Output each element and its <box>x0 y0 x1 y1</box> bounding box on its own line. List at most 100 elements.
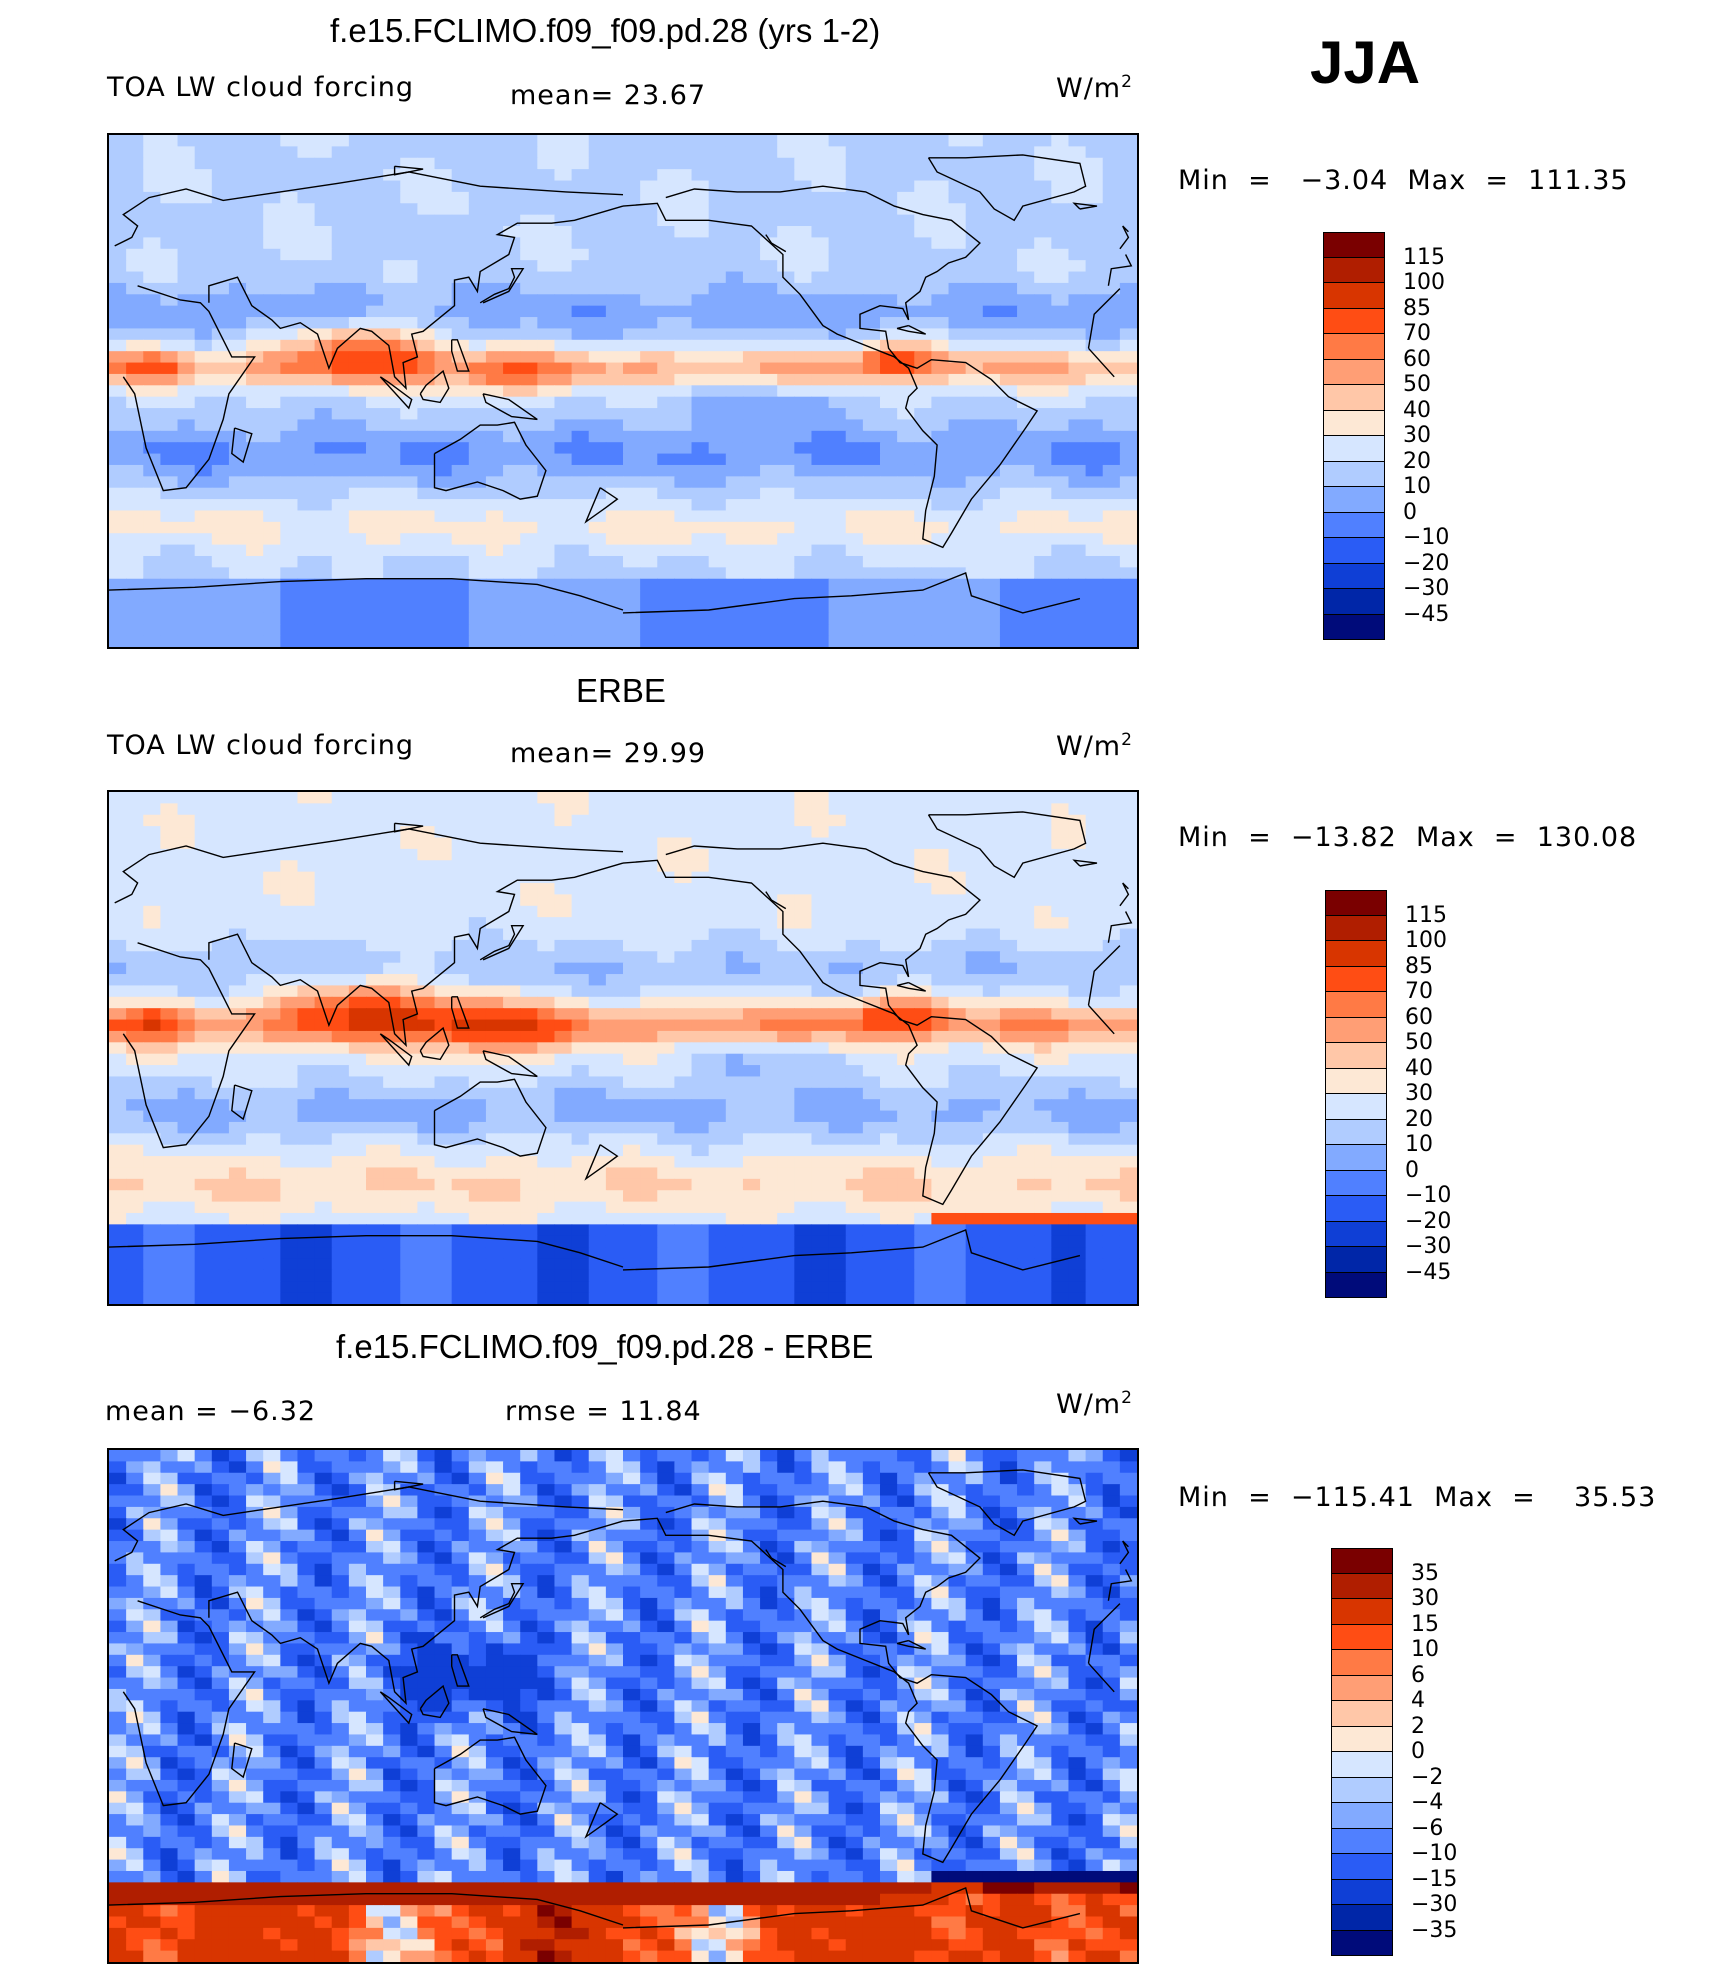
field-cell <box>674 803 692 815</box>
field-cell <box>554 294 572 306</box>
field-cell <box>520 1088 538 1100</box>
field-cell <box>126 522 144 534</box>
field-cell <box>503 997 521 1009</box>
field-cell <box>554 624 572 636</box>
field-cell <box>1103 408 1121 420</box>
field-cell <box>349 203 367 215</box>
field-cell <box>417 1179 435 1191</box>
field-cell <box>229 1156 247 1168</box>
field-cell <box>195 397 213 409</box>
field-cell <box>349 340 367 352</box>
field-cell <box>1017 1020 1035 1032</box>
field-cell <box>417 951 435 963</box>
field-cell <box>229 476 247 488</box>
field-cell <box>1051 488 1069 500</box>
field-cell <box>863 1190 881 1202</box>
field-cell <box>709 997 727 1009</box>
field-cell <box>332 454 350 466</box>
field-cell <box>674 1099 692 1111</box>
field-cell <box>1086 613 1104 625</box>
field-cell <box>143 431 161 443</box>
field-cell <box>640 1020 658 1032</box>
field-cell <box>863 1099 881 1111</box>
field-cell <box>777 1099 795 1111</box>
field-cell <box>246 328 264 340</box>
field-cell <box>486 192 504 204</box>
field-cell <box>109 488 127 500</box>
field-cell <box>160 135 178 147</box>
field-cell <box>760 849 778 861</box>
field-cell <box>486 1133 504 1145</box>
field-cell <box>315 488 333 500</box>
field-cell <box>315 146 333 158</box>
field-cell <box>554 340 572 352</box>
field-cell <box>743 974 761 986</box>
field-cell <box>366 1042 384 1054</box>
field-cell <box>640 510 658 522</box>
field-cell <box>709 1111 727 1123</box>
field-cell <box>623 1099 641 1111</box>
field-cell <box>726 431 744 443</box>
field-cell <box>692 613 710 625</box>
field-cell <box>743 1179 761 1191</box>
field-cell <box>674 419 692 431</box>
field-cell <box>280 803 298 815</box>
field-cell <box>931 181 949 193</box>
field-cell <box>417 158 435 170</box>
field-cell <box>1034 260 1052 272</box>
field-cell <box>349 940 367 952</box>
field-cell <box>366 181 384 193</box>
field-cell <box>1103 1099 1121 1111</box>
field-cell <box>863 1156 881 1168</box>
field-cell <box>297 883 315 895</box>
field-cell <box>914 963 932 975</box>
field-cell <box>160 454 178 466</box>
field-cell <box>332 294 350 306</box>
field-cell <box>400 872 418 884</box>
field-cell <box>829 431 847 443</box>
field-cell <box>246 1213 264 1225</box>
field-cell <box>692 951 710 963</box>
field-cell <box>383 510 401 522</box>
field-cell <box>212 1156 230 1168</box>
field-cell <box>966 1099 984 1111</box>
colorbar-swatch <box>1323 564 1385 590</box>
field-cell <box>366 590 384 602</box>
field-cell <box>417 215 435 227</box>
field-cell <box>709 306 727 318</box>
field-cell <box>863 226 881 238</box>
field-cell <box>246 792 264 804</box>
field-cell <box>229 613 247 625</box>
field-cell <box>537 590 555 602</box>
field-cell <box>726 579 744 591</box>
field-cell <box>606 317 624 329</box>
field-cell <box>349 1031 367 1043</box>
field-cell <box>332 815 350 827</box>
field-cell <box>1051 306 1069 318</box>
field-cell <box>914 1156 932 1168</box>
field-cell <box>229 169 247 181</box>
field-cell <box>657 522 675 534</box>
field-cell <box>297 1054 315 1066</box>
field-cell <box>692 533 710 545</box>
field-cell <box>554 454 572 466</box>
field-cell <box>1000 624 1018 636</box>
field-cell <box>486 158 504 170</box>
field-cell <box>760 1099 778 1111</box>
field-cell <box>623 929 641 941</box>
field-cell <box>589 442 607 454</box>
field-cell <box>572 1179 590 1191</box>
field-cell <box>126 1008 144 1020</box>
field-cell <box>777 1042 795 1054</box>
field-cell <box>1086 940 1104 952</box>
field-cell <box>811 860 829 872</box>
field-cell <box>880 317 898 329</box>
field-cell <box>400 1088 418 1100</box>
field-cell <box>1120 1054 1137 1066</box>
field-cell <box>143 306 161 318</box>
field-cell <box>966 1065 984 1077</box>
field-cell <box>178 260 196 272</box>
field-cell <box>383 192 401 204</box>
field-cell <box>811 951 829 963</box>
field-cell <box>777 579 795 591</box>
